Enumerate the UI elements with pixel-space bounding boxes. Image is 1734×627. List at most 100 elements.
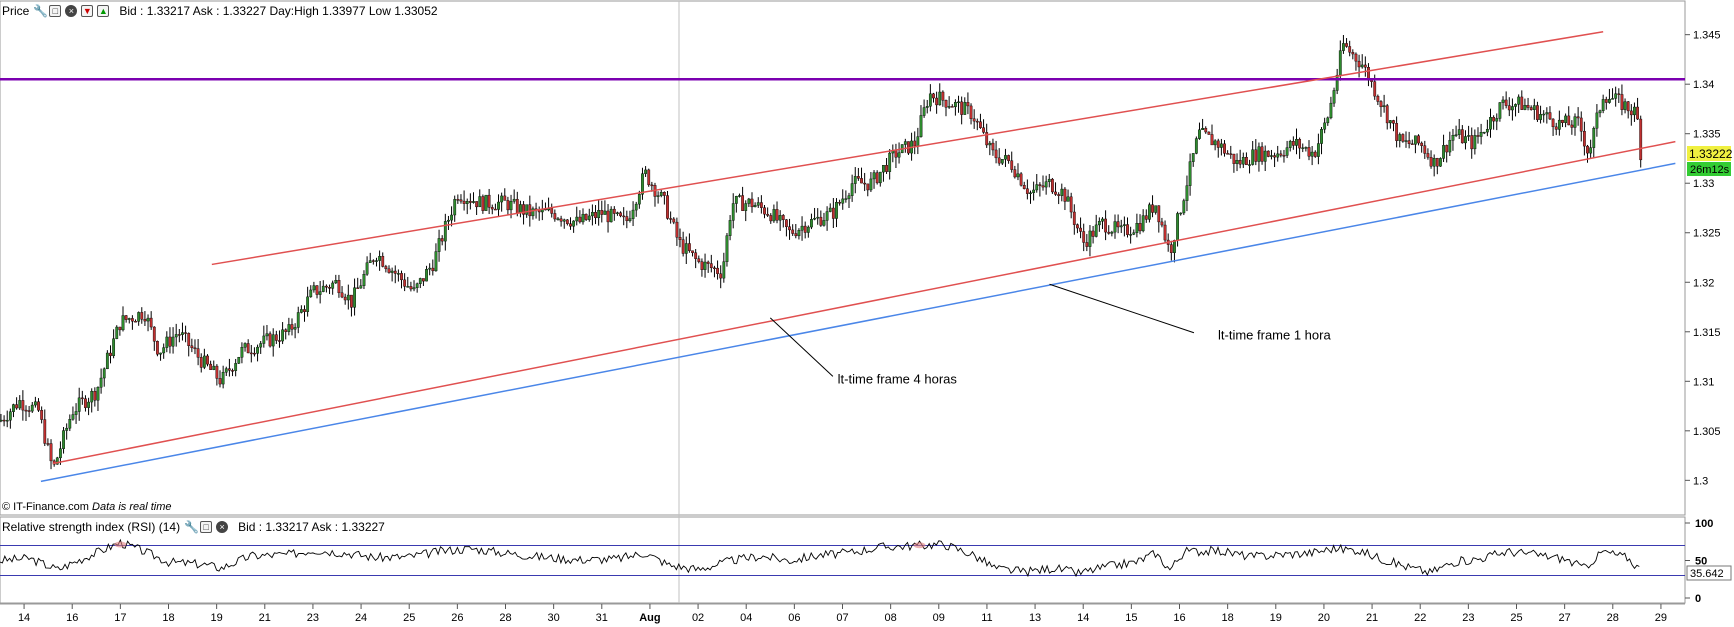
rsi-overbought-mark bbox=[913, 542, 926, 549]
candle-body bbox=[440, 238, 444, 242]
candle-body bbox=[274, 334, 278, 341]
candle-body bbox=[559, 218, 563, 222]
candle-body bbox=[259, 343, 263, 348]
candle-body bbox=[515, 198, 519, 214]
candle-body bbox=[1276, 153, 1280, 158]
candle-body bbox=[468, 200, 472, 203]
candle-body bbox=[1335, 74, 1339, 91]
candle-body bbox=[1173, 240, 1176, 253]
candle-body bbox=[569, 223, 572, 227]
time-tick-label: 08 bbox=[885, 612, 897, 624]
rsi-window-icon[interactable]: □ bbox=[200, 521, 213, 533]
time-tick-label: Aug bbox=[639, 612, 660, 624]
candle-body bbox=[1385, 105, 1389, 124]
candle-body bbox=[1498, 102, 1502, 119]
candle-body bbox=[1473, 135, 1477, 150]
candle-body bbox=[127, 318, 131, 320]
candle-body bbox=[1598, 110, 1602, 114]
candle-body bbox=[1626, 101, 1630, 112]
candle-body bbox=[315, 285, 319, 295]
candle-body bbox=[115, 326, 119, 339]
candle-body bbox=[415, 283, 419, 288]
candle-body bbox=[224, 368, 228, 373]
candle-body bbox=[1329, 102, 1333, 119]
candle-body bbox=[609, 208, 613, 223]
candle-body bbox=[40, 410, 44, 420]
candle-body bbox=[1097, 221, 1101, 226]
candle-body bbox=[1539, 114, 1542, 120]
candle-body bbox=[753, 205, 757, 208]
candle-body bbox=[1154, 205, 1158, 213]
candle-body bbox=[1460, 129, 1464, 144]
candle-body bbox=[1254, 149, 1258, 162]
candle-body bbox=[1126, 224, 1129, 235]
window-icon[interactable]: □ bbox=[49, 5, 62, 17]
candle-body bbox=[869, 178, 873, 191]
wrench-icon[interactable]: 🔧 bbox=[33, 4, 49, 18]
candle-body bbox=[603, 210, 607, 215]
candle-body bbox=[306, 296, 310, 312]
candle-body bbox=[866, 183, 870, 191]
candle-body bbox=[844, 198, 848, 200]
candle-body bbox=[412, 287, 416, 290]
candle-body bbox=[177, 334, 181, 336]
candle-body bbox=[325, 285, 328, 288]
time-tick-label: 16 bbox=[1173, 612, 1185, 624]
candle-body bbox=[1013, 169, 1017, 178]
candle-body bbox=[1116, 221, 1120, 228]
candle-body bbox=[662, 192, 666, 196]
candle-body bbox=[1554, 126, 1558, 130]
price-plot-area[interactable] bbox=[0, 0, 1686, 516]
move-up-icon[interactable]: ▲ bbox=[97, 5, 110, 17]
candle-body bbox=[284, 329, 288, 332]
candle-body bbox=[697, 258, 701, 262]
candle-body bbox=[750, 198, 754, 208]
candle-body bbox=[525, 204, 529, 215]
candle-body bbox=[1232, 153, 1236, 164]
time-tick-label: 16 bbox=[66, 612, 78, 624]
candle-body bbox=[550, 208, 554, 214]
candle-body bbox=[1094, 224, 1098, 237]
candle-body bbox=[963, 102, 967, 115]
move-down-icon[interactable]: ▼ bbox=[81, 5, 94, 17]
candle-body bbox=[1079, 227, 1082, 232]
candle-body bbox=[165, 336, 169, 348]
candle-body bbox=[337, 280, 341, 294]
candle-body bbox=[450, 214, 453, 221]
candle-body bbox=[1025, 188, 1029, 194]
candle-body bbox=[234, 363, 238, 371]
candle-body bbox=[37, 401, 40, 411]
price-tick-label: 1.325 bbox=[1693, 228, 1721, 240]
rsi-plot-area[interactable] bbox=[0, 516, 1686, 604]
candle-body bbox=[1548, 112, 1552, 120]
candle-body bbox=[443, 221, 447, 242]
candle-body bbox=[368, 260, 372, 263]
rsi-tick-label: 0 bbox=[1695, 593, 1701, 605]
candle-body bbox=[1270, 155, 1273, 157]
candle-body bbox=[888, 152, 892, 172]
candle-body bbox=[575, 216, 579, 222]
candle-body bbox=[1342, 43, 1345, 51]
candle-body bbox=[1586, 145, 1589, 154]
candle-body bbox=[321, 285, 325, 292]
trendline-0 bbox=[211, 30, 1604, 266]
candle-body bbox=[650, 184, 654, 187]
time-tick-label: 06 bbox=[788, 612, 800, 624]
candle-body bbox=[1357, 60, 1361, 68]
candle-body bbox=[562, 219, 566, 222]
rsi-close-icon[interactable]: × bbox=[216, 521, 229, 533]
candle-body bbox=[512, 198, 516, 202]
close-icon[interactable]: × bbox=[65, 5, 78, 17]
time-tick-label: 24 bbox=[355, 612, 367, 624]
candle-body bbox=[1219, 143, 1223, 148]
candle-body bbox=[340, 292, 344, 298]
rsi-wrench-icon[interactable]: 🔧 bbox=[184, 520, 200, 534]
candle-body bbox=[212, 365, 216, 370]
candle-body bbox=[422, 278, 425, 282]
candle-body bbox=[1248, 164, 1251, 166]
candle-body bbox=[105, 352, 109, 370]
candle-body bbox=[1517, 96, 1521, 105]
candle-body bbox=[1110, 231, 1114, 234]
price-tick-label: 1.345 bbox=[1693, 30, 1721, 42]
